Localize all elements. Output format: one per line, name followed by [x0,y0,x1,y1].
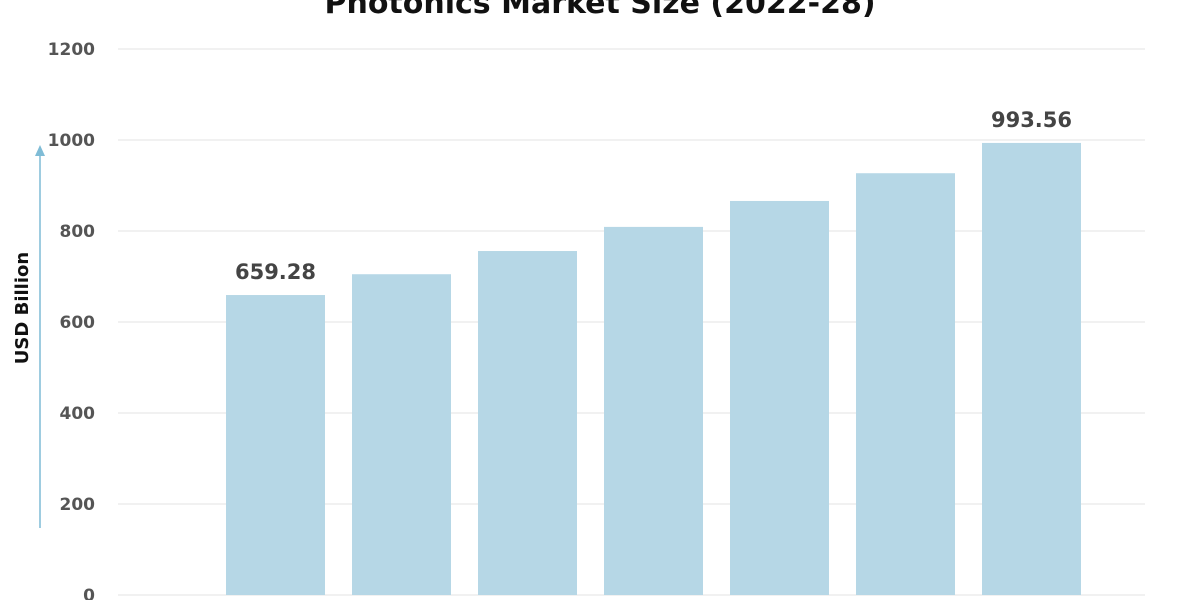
data-label: 993.56 [991,108,1072,132]
bar-2022 [226,295,325,595]
y-tick-label: 1200 [48,40,95,60]
y-tick-label: 600 [60,313,96,333]
bar-2027 [856,173,955,595]
bar-2023 [352,274,451,595]
y-tick-label: 0 [83,586,95,600]
data-label: 659.28 [235,260,316,284]
chart-title: Photonics Market Size (2022-28) [324,0,876,21]
bar-2026 [730,200,829,595]
y-axis-label: USD Billion [12,252,33,364]
y-tick-label: 1000 [48,131,95,151]
y-tick-label: 400 [60,404,96,424]
arrow-head-icon [35,145,45,156]
bar-2024 [478,251,577,595]
y-tick-label: 800 [60,222,96,242]
bar-2028 [982,142,1081,595]
y-tick-label: 200 [60,495,96,515]
bar-2025 [604,226,703,595]
